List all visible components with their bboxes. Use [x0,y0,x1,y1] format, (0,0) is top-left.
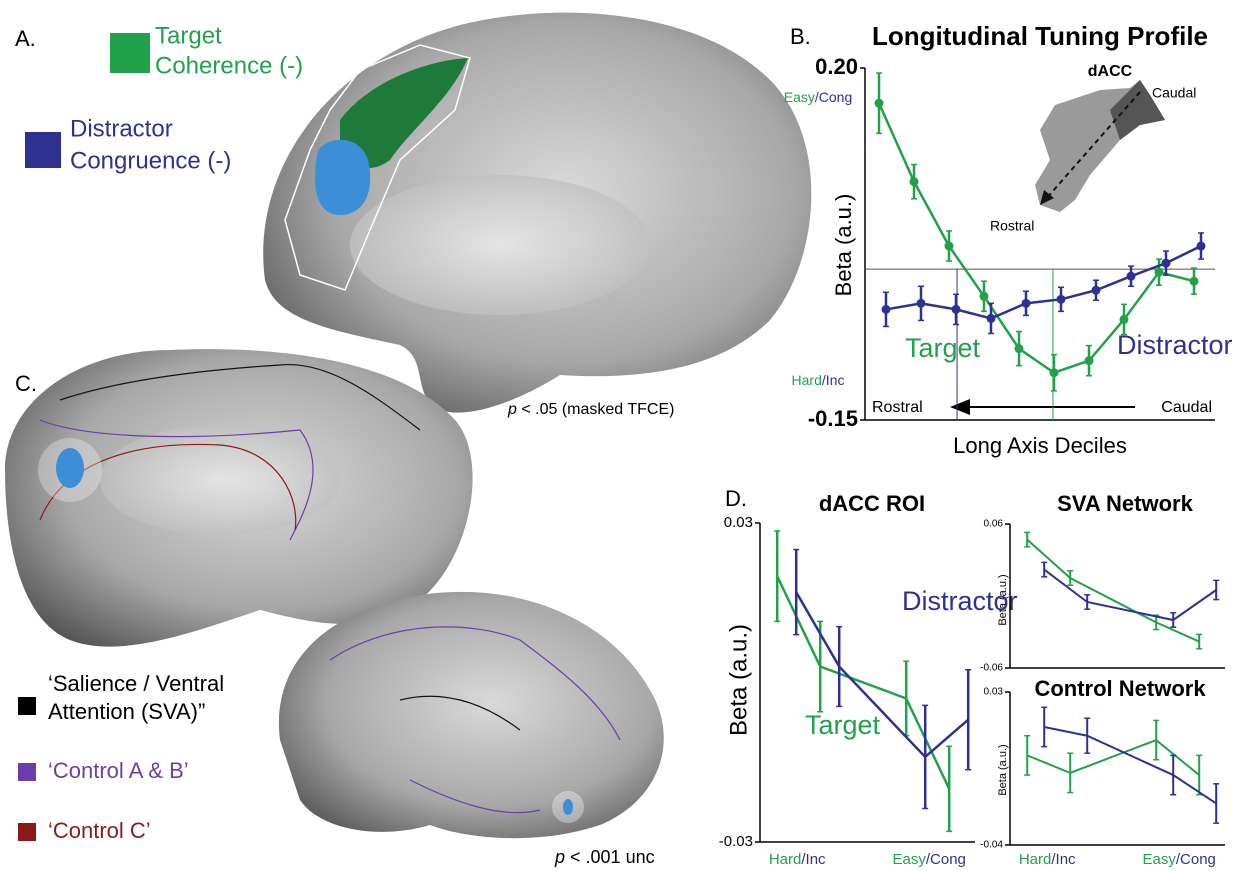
annotation: Caudal [1161,399,1212,416]
annotation-part: /Inc [1051,851,1076,868]
annotation: Caudal [1152,85,1196,101]
point [1155,268,1164,277]
annotation: Hard/Inc [1019,851,1076,868]
axis-arrow-head [950,399,970,415]
annotation-part: /Cong [1176,851,1216,868]
brain-medial-a [263,13,811,413]
series-label: Distractor [1117,330,1233,360]
point [875,99,884,108]
x-axis-label: Long Axis Deciles [953,433,1127,458]
annotation-part: Hard [1019,851,1052,868]
chart-title: Control Network [1034,676,1206,701]
annotation: Hard/Inc [792,372,845,388]
annotation: Easy/Cong [784,89,852,105]
series-line [886,246,1201,318]
panel-label: D. [725,486,747,511]
point [1092,286,1101,295]
annotation-part: Easy [1143,851,1177,868]
point [917,299,926,308]
y-tick-label: -0.04 [980,840,1003,851]
annotation: Easy/Cong [1143,851,1216,868]
dacc-inset [1035,80,1165,212]
y-axis-label: Beta (a.u.) [725,624,752,736]
panel-label: A. [15,26,36,51]
point [1022,299,1031,308]
point [1162,259,1171,268]
annotation-part: /Inc [801,851,826,868]
annotation-part: /Cong [926,851,966,868]
legend-label: ‘Salience / Ventral [48,671,224,696]
point [910,177,919,186]
legend-label: Attention (SVA)” [48,699,205,724]
figure: A. B. C. D. p < .05 (masked TFCE) p < .0… [0,0,1250,871]
point [1190,277,1199,286]
brain-lateral-c [279,592,664,838]
panel-label: B. [790,24,811,49]
y-tick-label: 0.06 [984,519,1004,530]
legend-label: Coherence (-) [155,52,303,79]
legend-swatch [18,823,36,841]
y-tick-label: 0.03 [724,514,753,531]
y-tick-label: -0.06 [980,663,1003,674]
y-tick-label: 0.03 [984,687,1004,698]
annotation: Rostral [990,218,1034,234]
legend-swatch [25,132,61,168]
chart-title: dACC ROI [819,491,925,516]
series-label: Target [805,710,881,740]
point [980,292,989,301]
point [1197,242,1206,251]
annotation: Rostral [872,399,923,416]
threshold-note: p < .001 unc [554,847,655,867]
point [945,242,954,251]
legend-swatch [110,33,150,73]
legend-swatch [18,763,36,781]
legend-label: Congruence (-) [70,147,231,174]
legend-swatch [18,697,36,715]
point [952,305,961,314]
point [1050,368,1059,377]
point [987,314,996,323]
y-tick-label: -0.03 [719,833,753,850]
point [1120,315,1129,324]
annotation-part: Easy [893,851,927,868]
series-label: Target [905,333,981,363]
y-axis-label: Beta (a.u.) [831,194,856,297]
annotation: Easy/Cong [893,851,966,868]
point [1127,272,1136,281]
chart-title: SVA Network [1057,491,1193,516]
point [1057,295,1066,304]
threshold-note: p < .05 (masked TFCE) [507,401,674,418]
y-tick-label: 0.20 [815,54,858,79]
legend-label: Target [155,22,222,49]
annotation: Hard/Inc [769,851,826,868]
point [882,305,891,314]
y-tick-label: -0.15 [808,406,858,431]
legend-label: ‘Control A & B’ [48,758,189,783]
annotation-part: Hard [769,851,802,868]
annotation: dACC [1088,63,1133,80]
point [1085,356,1094,365]
point [1015,344,1024,353]
panel-label: C. [15,371,37,396]
series-label: Distractor [902,586,1018,616]
page: A. B. C. D. p < .05 (masked TFCE) p < .0… [0,0,1250,871]
y-axis-label: Beta (a.u.) [997,744,1009,795]
legend-label: ‘Control C’ [48,818,151,843]
legend-label: Distractor [70,115,173,142]
chart-title: Longitudinal Tuning Profile [872,21,1208,51]
